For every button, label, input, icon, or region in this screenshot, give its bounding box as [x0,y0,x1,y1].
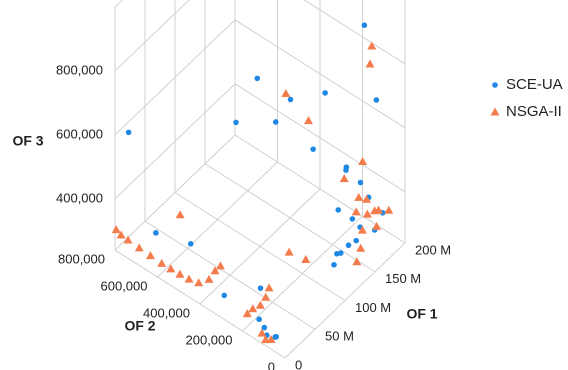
grid-line [114,0,190,72]
point [157,258,167,267]
point [284,247,294,256]
point [242,309,252,318]
point [339,174,349,183]
point [334,250,340,257]
point [257,328,267,337]
point [353,237,360,244]
point [287,96,294,103]
x-tick-label: 150 M [385,271,421,286]
point [210,266,220,275]
grid-line [242,215,363,332]
point [272,119,279,125]
point [166,264,176,273]
y-tick-label: 800,000 [58,251,105,266]
point [255,300,265,309]
y-tick-label: 0 [268,359,275,370]
point [354,192,364,201]
point [134,243,144,252]
point [310,146,316,152]
point [357,225,367,234]
point [145,251,155,260]
point [261,292,271,301]
grid-line [114,19,236,136]
x-tick-label: 100 M [355,300,391,315]
point [216,261,225,270]
point [281,88,291,97]
point [264,283,274,292]
point [356,243,366,252]
point [373,97,380,103]
point [374,205,383,214]
point [362,194,371,203]
point [204,274,214,283]
z-tick-label: 600,000 [56,126,103,141]
grid-line [234,19,406,129]
point [248,304,258,313]
point [357,179,364,186]
y-tick-label: 600,000 [101,278,148,293]
points [111,22,394,344]
x-axis-title: OF 1 [406,306,437,322]
point [266,335,276,344]
point [233,119,239,126]
legend-marker [492,82,498,88]
grid [114,0,406,359]
point [175,210,185,219]
point [194,278,204,287]
point [257,285,264,291]
grid-line [303,0,406,65]
y-tick-label: 200,000 [186,332,233,347]
point [349,216,356,222]
point [273,333,279,340]
point [116,230,126,239]
x-tick-label: 50 M [325,329,354,344]
point [343,167,349,173]
point [254,75,261,82]
point [256,316,262,323]
point [221,292,228,299]
z-tick-label: 800,000 [56,62,103,77]
point [111,225,121,234]
point [187,241,194,247]
point [125,129,132,136]
legend-marker [490,107,500,116]
point [123,235,133,244]
point [304,116,313,125]
z-tick-label: 400,000 [56,190,103,205]
point [372,221,382,230]
y-tick-label: 400,000 [143,305,190,320]
point [184,274,194,283]
point [358,157,368,166]
point [175,269,185,278]
point [331,261,337,268]
grid-line [157,161,278,278]
point [153,230,159,236]
point [365,59,375,68]
point [352,257,362,266]
grid-line [199,188,321,305]
point [384,205,394,214]
grid-line [114,134,236,251]
point [345,242,352,249]
legend-label: NSGA-II [506,103,562,120]
x-tick-label: 200 M [415,242,451,257]
z-axis-title: OF 3 [12,133,43,149]
point [351,207,361,216]
point [322,90,328,96]
point [367,41,377,50]
y-axis-title: OF 2 [124,318,155,334]
grid-line [114,83,236,200]
grid-line [284,242,406,359]
point [362,209,372,218]
legend-label: SCE-UA [506,76,563,93]
point [335,207,342,213]
point [361,22,368,28]
x-tick-label: 0 [295,357,302,370]
point [261,324,268,331]
point [301,254,311,263]
grid-line [234,83,406,193]
